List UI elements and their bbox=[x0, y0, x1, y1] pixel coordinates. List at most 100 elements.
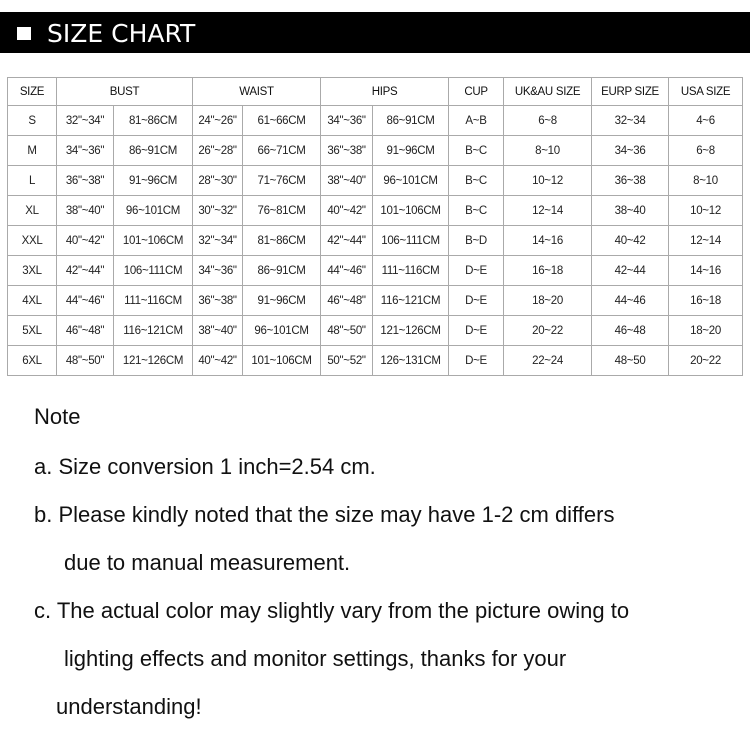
table-cell: 36~38 bbox=[591, 165, 670, 196]
note-line: a. Size conversion 1 inch=2.54 cm. bbox=[34, 454, 376, 479]
table-cell: 61~66CM bbox=[242, 105, 322, 136]
table-cell: B~C bbox=[448, 195, 505, 226]
table-cell: 34"~36" bbox=[56, 135, 114, 166]
table-row: XL 38"~40" 96~101CM 30"~32" 76~81CM 40"~42" 10… bbox=[7, 195, 744, 226]
table-cell: 106~111CM bbox=[112, 255, 194, 286]
table-cell: 86~91CM bbox=[372, 105, 450, 136]
table-cell: 20~22 bbox=[503, 315, 593, 346]
note-line: c. The actual color may slightly vary fr… bbox=[34, 598, 630, 623]
table-cell: 12~14 bbox=[668, 225, 744, 256]
table-cell: 10~12 bbox=[503, 165, 593, 196]
title-bar: SIZE CHART bbox=[0, 12, 750, 53]
table-cell: B~C bbox=[448, 165, 505, 196]
note-line: b. Please kindly noted that the size may… bbox=[34, 502, 615, 527]
table-cell: 38~40 bbox=[591, 195, 670, 226]
table-cell: 14~16 bbox=[503, 225, 593, 256]
table-cell: 38"~40" bbox=[320, 165, 374, 196]
table-cell: 16~18 bbox=[668, 285, 744, 316]
table-cell: 14~16 bbox=[668, 255, 744, 286]
table-cell: 6XL bbox=[7, 345, 57, 376]
table-cell: 32~34 bbox=[591, 105, 670, 136]
table-cell: 111~116CM bbox=[372, 255, 450, 286]
table-cell: 3XL bbox=[7, 255, 57, 286]
table-row: 3XL 42"~44" 106~111CM 34"~36" 86~91CM 44"~46"… bbox=[7, 255, 744, 286]
table-cell: 6~8 bbox=[503, 105, 593, 136]
table-cell: 96~101CM bbox=[242, 315, 322, 346]
table-cell: 40~42 bbox=[591, 225, 670, 256]
table-cell: 44"~46" bbox=[320, 255, 374, 286]
table-cell: 81~86CM bbox=[112, 105, 194, 136]
table-cell: 44~46 bbox=[591, 285, 670, 316]
table-cell: 32"~34" bbox=[56, 105, 114, 136]
note-line: understanding! bbox=[56, 694, 202, 719]
table-cell: 10~12 bbox=[668, 195, 744, 226]
table-cell: 24"~26" bbox=[192, 105, 244, 136]
header-waist: WAIST bbox=[192, 77, 322, 106]
size-chart-table: SIZE BUST WAIST HIPS CUP UK&AU SIZE EURP… bbox=[7, 77, 744, 376]
table-cell: 16~18 bbox=[503, 255, 593, 286]
table-cell: 121~126CM bbox=[112, 345, 194, 376]
table-cell: 101~106CM bbox=[112, 225, 194, 256]
table-cell: 101~106CM bbox=[242, 345, 322, 376]
table-cell: 32"~34" bbox=[192, 225, 244, 256]
table-cell: S bbox=[7, 105, 57, 136]
table-cell: 18~20 bbox=[668, 315, 744, 346]
table-cell: 38"~40" bbox=[56, 195, 114, 226]
table-cell: 28"~30" bbox=[192, 165, 244, 196]
header-uk-au-size: UK&AU SIZE bbox=[503, 77, 593, 106]
table-cell: 22~24 bbox=[503, 345, 593, 376]
table-cell: 30"~32" bbox=[192, 195, 244, 226]
square-bullet-icon bbox=[17, 27, 31, 40]
header-bust: BUST bbox=[55, 77, 194, 106]
table-cell: 34"~36" bbox=[192, 255, 244, 286]
table-cell: 121~126CM bbox=[372, 315, 450, 346]
table-cell: D~E bbox=[448, 255, 505, 286]
note-line: lighting effects and monitor settings, t… bbox=[64, 646, 567, 671]
table-cell: 34"~36" bbox=[320, 105, 374, 136]
table-header-row: SIZE BUST WAIST HIPS CUP UK&AU SIZE EURP… bbox=[7, 77, 744, 106]
header-size: SIZE bbox=[7, 77, 57, 106]
table-cell: 48"~50" bbox=[56, 345, 114, 376]
header-usa-size: USA SIZE bbox=[668, 77, 744, 106]
table-cell: 36"~38" bbox=[320, 135, 374, 166]
table-cell: 42"~44" bbox=[320, 225, 374, 256]
table-cell: 18~20 bbox=[503, 285, 593, 316]
table-cell: 126~131CM bbox=[372, 345, 450, 376]
table-cell: 71~76CM bbox=[242, 165, 322, 196]
table-cell: 106~111CM bbox=[372, 225, 450, 256]
table-cell: 26"~28" bbox=[192, 135, 244, 166]
table-cell: L bbox=[7, 165, 57, 196]
table-cell: 42~44 bbox=[591, 255, 670, 286]
table-cell: 4XL bbox=[7, 285, 57, 316]
table-cell: 40"~42" bbox=[192, 345, 244, 376]
table-row: 6XL 48"~50" 121~126CM 40"~42" 101~106CM 50"~5… bbox=[7, 345, 744, 376]
table-cell: B~C bbox=[448, 135, 505, 166]
table-row: 5XL 46"~48" 116~121CM 38"~40" 96~101CM 48"~50… bbox=[7, 315, 744, 346]
table-cell: 48~50 bbox=[591, 345, 670, 376]
table-cell: 44"~46" bbox=[56, 285, 114, 316]
table-cell: B~D bbox=[448, 225, 505, 256]
table-cell: 12~14 bbox=[503, 195, 593, 226]
table-cell: 46"~48" bbox=[56, 315, 114, 346]
table-cell: 96~101CM bbox=[112, 195, 194, 226]
table-cell: 38"~40" bbox=[192, 315, 244, 346]
table-cell: 91~96CM bbox=[372, 135, 450, 166]
table-cell: 81~86CM bbox=[242, 225, 322, 256]
table-cell: 20~22 bbox=[668, 345, 744, 376]
table-cell: 101~106CM bbox=[372, 195, 450, 226]
table-cell: 46"~48" bbox=[320, 285, 374, 316]
table-cell: 8~10 bbox=[503, 135, 593, 166]
table-cell: M bbox=[7, 135, 57, 166]
table-cell: XXL bbox=[7, 225, 57, 256]
table-cell: 40"~42" bbox=[320, 195, 374, 226]
header-hips: HIPS bbox=[320, 77, 450, 106]
table-cell: XL bbox=[7, 195, 57, 226]
page-title: SIZE CHART bbox=[47, 19, 196, 48]
table-cell: 116~121CM bbox=[372, 285, 450, 316]
table-cell: D~E bbox=[448, 285, 505, 316]
table-cell: 76~81CM bbox=[242, 195, 322, 226]
table-row: L 36"~38" 91~96CM 28"~30" 71~76CM 38"~40" 96~1… bbox=[7, 165, 744, 196]
table-cell: 66~71CM bbox=[242, 135, 322, 166]
table-cell: 8~10 bbox=[668, 165, 744, 196]
table-cell: 116~121CM bbox=[112, 315, 194, 346]
